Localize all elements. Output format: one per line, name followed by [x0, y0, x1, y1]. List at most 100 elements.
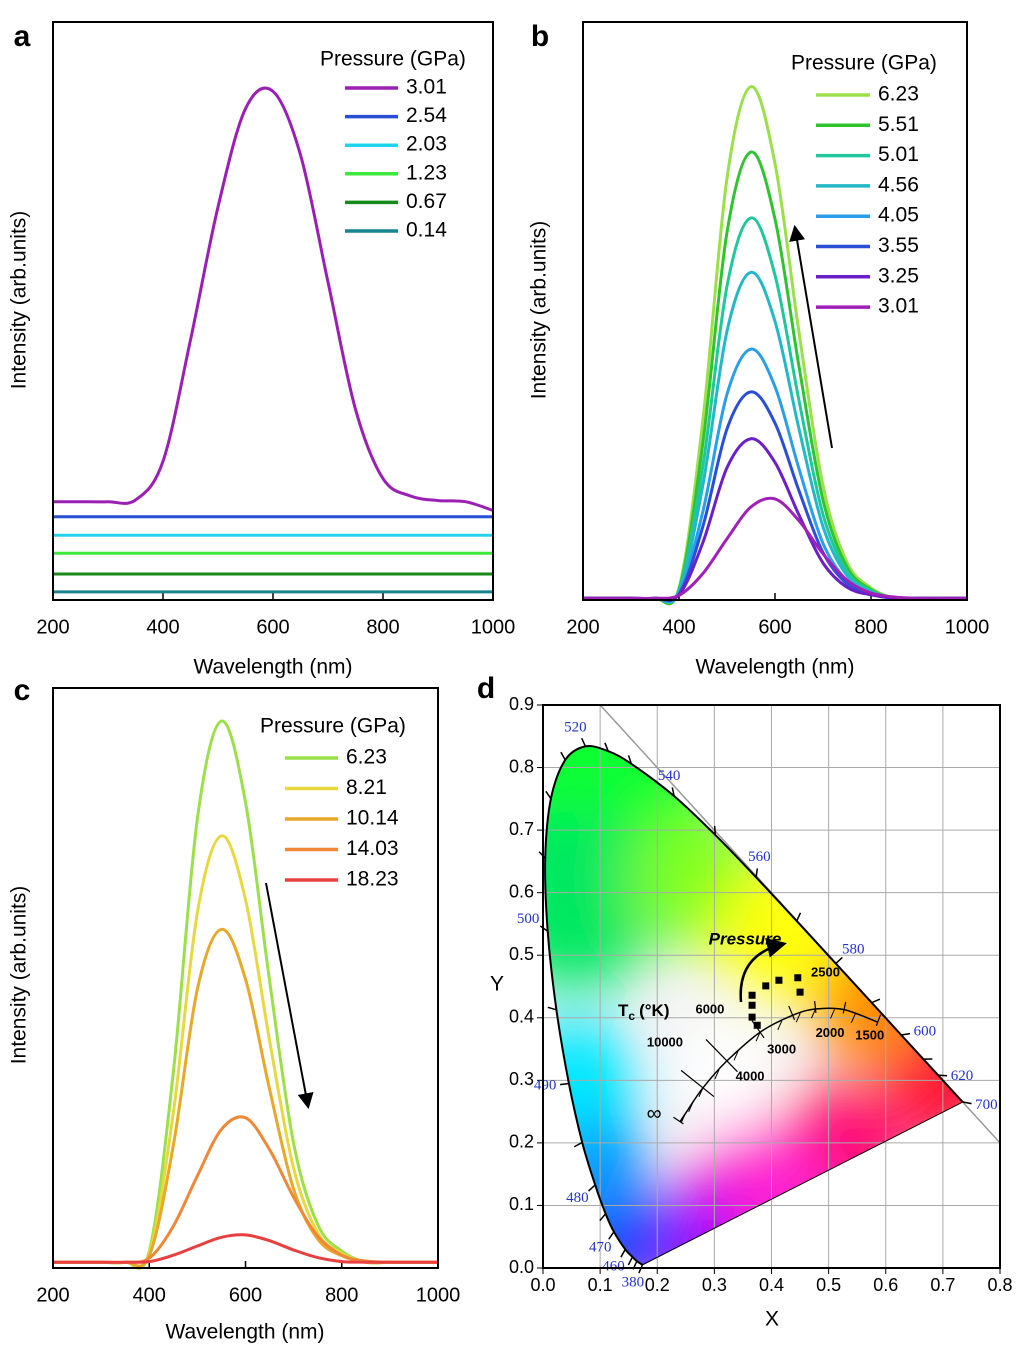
- x-tick-label: 1000: [471, 616, 516, 638]
- y-axis-label: Y: [490, 973, 504, 996]
- spectrum-line: [52, 1233, 438, 1264]
- wavelength-label: 380: [622, 1275, 645, 1291]
- legend-label: 2.03: [406, 133, 447, 156]
- locus-hash: [850, 1013, 856, 1024]
- temperature-label: 2500: [811, 964, 840, 979]
- locus-tick: [901, 1032, 911, 1036]
- wavelength-label: 500: [517, 911, 540, 927]
- point: [762, 982, 770, 990]
- gamut-blob: [670, 1020, 780, 1130]
- spectrum-line: [582, 496, 967, 600]
- locus-tick: [620, 1249, 626, 1258]
- isotherm: [842, 1001, 847, 1014]
- spectrum-line: [52, 927, 438, 1268]
- x-tick-label: 200: [566, 616, 599, 638]
- x-tick-label: 800: [366, 616, 399, 638]
- panel-letter: a: [14, 20, 31, 53]
- x-axis-label: Wavelength (nm): [695, 656, 854, 679]
- isotherm: [705, 1039, 738, 1073]
- x-axis-label: X: [765, 1308, 779, 1331]
- locus-tick: [871, 998, 881, 1004]
- legend-label: 3.25: [878, 264, 919, 287]
- locus-tick: [608, 1231, 615, 1240]
- temperature-label: 1500: [855, 1028, 884, 1043]
- pressure-arrow: [739, 938, 787, 1003]
- x-tick-label: 400: [662, 616, 695, 638]
- legend-label: 0.67: [406, 190, 447, 213]
- x-tick-label: 0.7: [930, 1275, 955, 1295]
- y-tick-label: 0.3: [509, 1069, 534, 1089]
- wavelength-label: 560: [748, 849, 771, 865]
- purple-line: [642, 1101, 963, 1266]
- spectrum-line: [582, 437, 967, 602]
- legend-title: Pressure (GPa): [320, 48, 466, 71]
- plot-frame: [582, 21, 968, 601]
- panel-letter: d: [477, 672, 495, 705]
- wavelength-label: 600: [914, 1023, 937, 1039]
- locus-tick: [580, 737, 587, 747]
- x-tick-label: 400: [146, 616, 179, 638]
- y-tick-label: 0.9: [509, 694, 534, 714]
- isotherm: [814, 1001, 817, 1014]
- legend-title: Pressure (GPa): [260, 715, 406, 738]
- legend-label: 3.01: [406, 76, 447, 99]
- isotherm: [680, 1069, 715, 1098]
- x-axis-label: Wavelength (nm): [193, 656, 352, 679]
- locus-tick: [547, 1006, 557, 1011]
- wavelength-label: 480: [566, 1190, 589, 1206]
- legend-title: Pressure (GPa): [791, 52, 937, 75]
- pressure-label: Pressure: [709, 929, 782, 948]
- locus-hash: [830, 1009, 835, 1019]
- tc-label: Tc (°K): [618, 1001, 669, 1023]
- y-tick-label: 0.4: [509, 1007, 534, 1027]
- x-tick-label: 0.5: [816, 1275, 841, 1295]
- legend-label: 4.05: [878, 204, 919, 227]
- locus-tick: [627, 1256, 634, 1266]
- y-axis-label: Intensity (arb.units): [8, 886, 31, 1065]
- locus-tick: [755, 868, 759, 878]
- spectral-locus: [544, 745, 964, 1266]
- point: [748, 991, 756, 999]
- legend-label: 5.51: [878, 113, 919, 136]
- locus-tick: [559, 1082, 570, 1086]
- y-axis-label: Intensity (arb.units): [8, 211, 31, 390]
- y-tick-label: 0.7: [509, 819, 534, 839]
- legend-label: 3.01: [878, 295, 919, 318]
- y-tick-label: 0.8: [509, 756, 534, 776]
- locus-hash: [811, 1008, 816, 1019]
- x-axis-label: Wavelength (nm): [165, 1321, 324, 1344]
- locus-hash: [777, 1020, 783, 1031]
- wavelength-label: 490: [534, 1078, 557, 1094]
- point: [748, 1001, 756, 1009]
- wavelength-label: 580: [842, 941, 865, 957]
- x-tick-label: 600: [256, 616, 289, 638]
- tc-subscript: c: [628, 1009, 635, 1023]
- legend-label: 14.03: [346, 837, 399, 860]
- locus-tick: [627, 755, 633, 765]
- x-tick-label: 1000: [945, 616, 990, 638]
- tc-unit: (°K): [639, 1001, 669, 1020]
- x-tick-label: 0.4: [759, 1275, 784, 1295]
- x-tick-label: 0.6: [873, 1275, 898, 1295]
- locus-tick: [713, 825, 717, 835]
- locus-tick: [937, 1074, 948, 1077]
- point: [753, 1021, 761, 1029]
- x-tick-label: 1000: [416, 1284, 461, 1306]
- x-tick-label: 0.8: [987, 1275, 1012, 1295]
- x-tick-label: 600: [229, 1284, 262, 1306]
- panel-letter: c: [14, 674, 31, 707]
- spectrum-line: [582, 347, 967, 603]
- locus-tick: [671, 787, 675, 797]
- spectrum-line: [52, 719, 438, 1270]
- temperature-label: 6000: [695, 1001, 724, 1016]
- legend-label: 5.01: [878, 143, 919, 166]
- locus-tick: [573, 1141, 583, 1148]
- wavelength-label: 620: [951, 1068, 974, 1084]
- legend-label: 10.14: [346, 807, 399, 830]
- temperature-label: 3000: [767, 1042, 796, 1057]
- legend-label: 18.23: [346, 868, 399, 891]
- plot-frame: [52, 687, 439, 1269]
- locus-tick: [560, 751, 566, 761]
- panel-letter: b: [531, 20, 549, 53]
